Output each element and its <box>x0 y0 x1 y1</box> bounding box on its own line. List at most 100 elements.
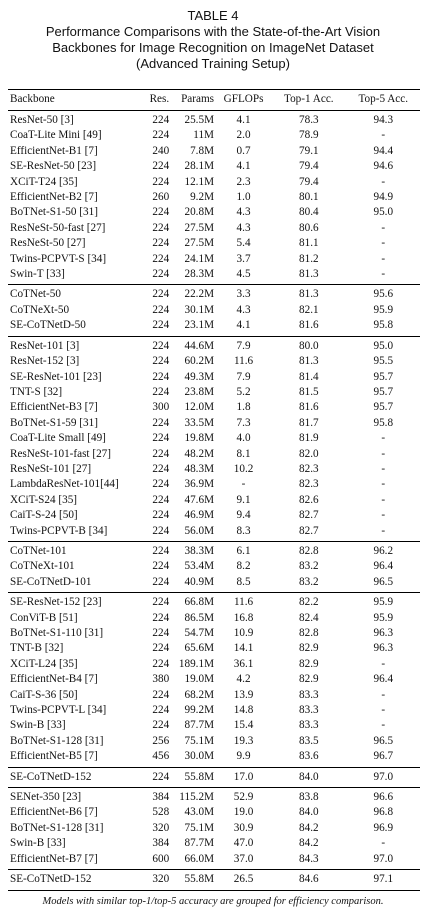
cell: 600 <box>152 852 170 865</box>
cell: 4.3 <box>236 221 251 234</box>
cell: 384 <box>152 837 170 850</box>
cell: 224 <box>152 114 170 126</box>
column-header: Top-5 Acc. <box>358 93 409 106</box>
table-row: EfficientNet-B3 [7] 300 12.0M 1.8 81.6 95.7 <box>8 400 420 415</box>
cell: 95.0 <box>373 206 394 219</box>
cell: - <box>381 509 386 522</box>
cell: 380 <box>152 673 170 686</box>
cell: 53.4M <box>184 560 215 573</box>
table-row: CoTNeXt-101 224 53.4M 8.2 83.2 96.4 <box>8 559 420 574</box>
cell: 26.5 <box>233 873 254 886</box>
cell: 82.8 <box>299 544 319 557</box>
cell: 1.0 <box>236 191 251 204</box>
cell: 83.3 <box>299 704 319 717</box>
cell: - <box>381 221 386 234</box>
cell: 224 <box>152 370 170 383</box>
cell: 7.9 <box>236 339 251 352</box>
cell: 224 <box>152 206 170 219</box>
cell: 52.9 <box>233 791 254 804</box>
cell: 84.0 <box>299 806 319 819</box>
model-name: Twins-PCPVT-L [34] <box>10 704 107 717</box>
cell: - <box>381 268 386 281</box>
footnote: Models with similar top-1/top-5 accuracy… <box>42 896 384 907</box>
table-row: SE-CoTNetD-101 224 40.9M 8.5 83.2 96.5 <box>8 575 420 593</box>
model-name: XCiT-L24 [35] <box>10 657 78 670</box>
cell: 7.9 <box>236 370 251 383</box>
model-name: SE-ResNet-101 [23] <box>10 370 102 383</box>
cell: 9.9 <box>236 750 251 763</box>
cell: - <box>381 129 386 142</box>
model-name: TNT-S [32] <box>10 385 63 398</box>
model-name: ResNet-101 [3] <box>10 339 80 352</box>
cell: 96.7 <box>373 750 394 763</box>
cell: 60.2M <box>184 355 215 368</box>
cell: 224 <box>152 627 170 639</box>
cell: 528 <box>152 806 170 819</box>
cell: 78.3 <box>299 114 319 126</box>
table-row: CoTNeXt-50 224 30.1M 4.3 82.1 95.9 <box>8 303 420 318</box>
cell: - <box>381 237 386 250</box>
cell: 224 <box>152 252 170 265</box>
model-name: CoTNet-101 <box>10 544 67 557</box>
cell: 81.6 <box>299 319 319 332</box>
cell: 95.7 <box>373 401 394 414</box>
model-name: Twins-PCPVT-S [34] <box>10 252 107 265</box>
column-header: Res. <box>149 93 170 106</box>
cell: 33.5M <box>184 416 215 429</box>
table-row: BoTNet-S1-110 [31] 224 54.7M 10.9 82.8 96.3 <box>8 626 420 641</box>
model-name: SE-ResNet-50 [23] <box>10 160 97 173</box>
cell: - <box>381 837 386 850</box>
model-name: Swin-T [33] <box>10 268 65 281</box>
model-name: EfficientNet-B7 [7] <box>10 852 98 865</box>
table-label: TABLE 4 <box>187 8 239 23</box>
model-name: XCiT-T24 [35] <box>10 175 78 188</box>
cell: 38.3M <box>184 544 215 557</box>
cell: 95.6 <box>373 288 394 301</box>
model-name: BoTNet-S1-128 [31] <box>10 734 104 747</box>
cell: 81.6 <box>299 401 319 414</box>
cell: 224 <box>152 385 170 398</box>
model-name: Swin-B [33] <box>10 719 66 732</box>
cell: 11.6 <box>233 596 254 609</box>
cell: 224 <box>152 509 170 522</box>
cell: 224 <box>152 596 170 609</box>
table-row: SE-CoTNetD-152 224 55.8M 17.0 84.0 97.0 <box>8 767 420 787</box>
table-row: EfficientNet-B4 [7] 380 19.0M 4.2 82.9 96.4 <box>8 672 420 687</box>
row-group: CoTNet-101 224 38.3M 6.1 82.8 96.2 CoTNeXt-101… <box>8 541 420 592</box>
row-group: SENet-350 [23] 384 115.2M 52.9 83.8 96.6 Effic… <box>8 787 420 870</box>
cell: 224 <box>152 319 170 332</box>
cell: 81.7 <box>299 416 319 429</box>
cell: 28.3M <box>184 268 215 281</box>
table-row: BoTNet-S1-50 [31] 224 20.8M 4.3 80.4 95.0 <box>8 205 420 220</box>
table-row: SE-ResNet-50 [23] 224 28.1M 4.1 79.4 94.6 <box>8 159 420 174</box>
cell: 4.3 <box>236 303 251 316</box>
model-name: EfficientNet-B6 [7] <box>10 806 98 819</box>
model-name: TNT-B [32] <box>10 642 64 655</box>
cell: 224 <box>152 770 170 783</box>
cell: 84.3 <box>299 852 319 865</box>
cell: 5.2 <box>236 385 251 398</box>
cell: 224 <box>152 447 170 460</box>
cell: 224 <box>152 339 170 352</box>
model-name: CaiT-S-36 [50] <box>10 688 78 701</box>
cell: 81.3 <box>299 268 319 281</box>
cell: 224 <box>152 432 170 445</box>
cell: 46.9M <box>184 509 215 522</box>
model-name: ResNet-152 [3] <box>10 355 80 368</box>
cell: 68.2M <box>184 688 215 701</box>
model-name: BoTNet-S1-110 [31] <box>10 627 104 639</box>
model-name: EfficientNet-B2 [7] <box>10 191 98 204</box>
cell: 0.7 <box>236 144 251 157</box>
cell: 27.5M <box>184 221 215 234</box>
cell: - <box>381 688 386 701</box>
row-group: SE-ResNet-152 [23] 224 66.8M 11.6 82.2 95.9 Co… <box>8 592 420 767</box>
cell: 240 <box>152 144 170 157</box>
cell: 94.6 <box>373 160 394 173</box>
cell: 23.1M <box>184 319 215 332</box>
cell: - <box>381 432 386 445</box>
cell: 8.3 <box>236 524 251 537</box>
table-row: BoTNet-S1-59 [31] 224 33.5M 7.3 81.7 95.8 <box>8 416 420 431</box>
cell: 12.0M <box>184 401 215 414</box>
table-row: CoTNet-50 224 22.2M 3.3 81.3 95.6 <box>8 285 420 303</box>
cell: 83.5 <box>299 734 319 747</box>
